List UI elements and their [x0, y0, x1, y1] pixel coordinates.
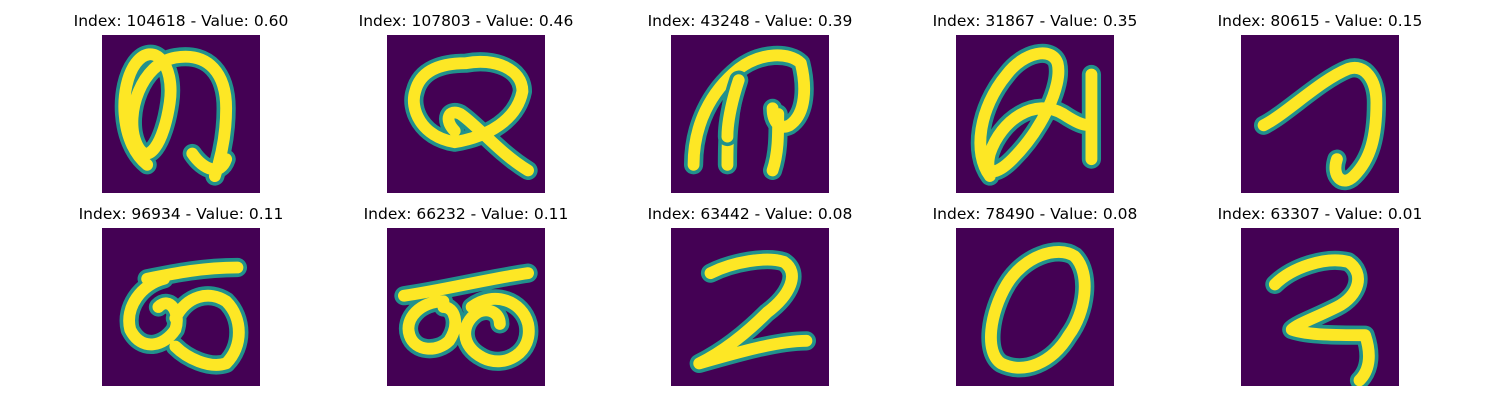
- glyph-stroke-core: [985, 246, 1091, 374]
- digit-image: [387, 228, 545, 386]
- subplot-title: Index: 43248 - Value: 0.39: [647, 12, 853, 30]
- subplot-title: Index: 63307 - Value: 0.01: [1217, 205, 1423, 223]
- digit-image: [1241, 35, 1399, 193]
- glyph-stroke-core: [118, 48, 233, 182]
- glyph-stroke-core: [1257, 61, 1383, 187]
- digit-image: [1241, 228, 1399, 386]
- digit-image: [671, 228, 829, 386]
- glyph-stroke-core: [407, 55, 534, 177]
- subplot-title: Index: 104618 - Value: 0.60: [73, 12, 289, 30]
- glyph-stroke-core: [1268, 254, 1375, 386]
- digit-image: [956, 228, 1114, 386]
- subplot-title: Index: 63442 - Value: 0.08: [647, 205, 853, 223]
- digit-image: [387, 35, 545, 193]
- glyph-stroke-core: [974, 47, 1098, 182]
- subplot-title: Index: 66232 - Value: 0.11: [363, 205, 569, 223]
- digit-image: [671, 35, 829, 193]
- digit-image: [956, 35, 1114, 193]
- glyph-stroke-core: [123, 261, 245, 371]
- subplot-title: Index: 31867 - Value: 0.35: [932, 12, 1138, 30]
- digit-image: [102, 228, 260, 386]
- glyph-stroke-core: [398, 267, 535, 368]
- subplot-title: Index: 107803 - Value: 0.46: [358, 12, 574, 30]
- glyph-stroke-core: [721, 74, 745, 143]
- subplot-title: Index: 80615 - Value: 0.15: [1217, 12, 1423, 30]
- subplot-title: Index: 96934 - Value: 0.11: [78, 205, 284, 223]
- glyph-stroke-core: [693, 253, 813, 370]
- digit-image: [102, 35, 260, 193]
- subplot-title: Index: 78490 - Value: 0.08: [932, 205, 1138, 223]
